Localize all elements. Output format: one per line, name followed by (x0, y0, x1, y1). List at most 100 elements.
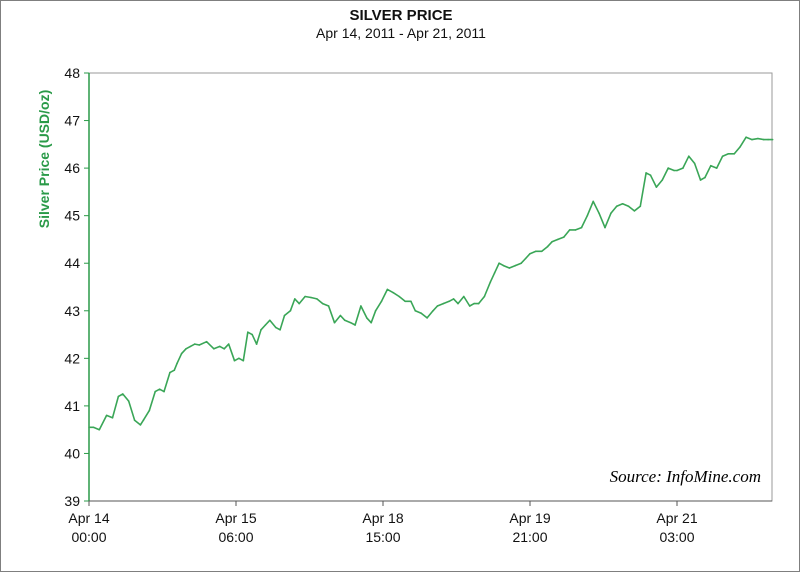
data-point (189, 345, 192, 348)
data-point (457, 302, 459, 305)
data-point (529, 252, 531, 255)
data-point (142, 419, 145, 422)
data-point (463, 295, 465, 298)
data-point (117, 395, 120, 398)
data-point (771, 138, 774, 141)
data-point (380, 300, 383, 303)
data-point (721, 155, 724, 157)
x-tick-label-time: 03:00 (659, 529, 694, 545)
y-tick-label: 46 (64, 160, 80, 176)
data-point (727, 153, 730, 155)
x-tick-label: Apr 14 (68, 510, 109, 526)
data-point (598, 212, 600, 215)
data-point (420, 312, 423, 315)
plot-background (88, 72, 773, 502)
data-point (105, 414, 108, 417)
data-point (279, 329, 281, 331)
data-point (621, 203, 624, 205)
data-point (535, 250, 537, 253)
data-point (339, 314, 342, 317)
data-point (655, 186, 658, 188)
data-point (92, 426, 95, 429)
data-point (242, 359, 245, 362)
data-point (404, 300, 406, 303)
data-point (649, 174, 652, 176)
data-point (251, 333, 253, 336)
data-point (410, 300, 412, 303)
data-point (158, 388, 161, 391)
data-point (98, 428, 101, 431)
data-point (661, 179, 664, 181)
data-point (610, 212, 612, 215)
data-point (757, 137, 759, 140)
data-point (360, 305, 362, 307)
data-point (592, 200, 594, 203)
data-point (205, 340, 208, 343)
data-point (432, 310, 434, 312)
data-point (354, 324, 356, 326)
data-point (198, 344, 201, 346)
data-point (180, 352, 183, 355)
data-point (227, 343, 230, 345)
data-point (498, 262, 500, 265)
data-point (316, 298, 318, 300)
data-point (310, 296, 312, 299)
data-point (148, 409, 151, 412)
data-point (524, 257, 527, 260)
data-point (483, 295, 486, 298)
data-point (733, 153, 736, 155)
source-note: Source: InfoMine.com (610, 467, 761, 486)
data-point (163, 390, 165, 393)
data-point (645, 172, 647, 174)
data-point (767, 138, 769, 141)
data-point (176, 362, 178, 364)
data-point (294, 298, 296, 300)
chart-subtitle: Apr 14, 2011 - Apr 21, 2011 (316, 25, 486, 41)
data-point (169, 371, 171, 374)
data-point (541, 250, 543, 253)
x-tick-label-time: 06:00 (218, 529, 253, 545)
data-point (260, 329, 262, 331)
data-point (563, 236, 565, 238)
data-point (520, 262, 522, 265)
data-point (366, 317, 368, 319)
data-point (223, 348, 225, 350)
data-point (546, 245, 549, 248)
data-point (238, 357, 240, 360)
data-point (233, 359, 236, 362)
data-point (580, 226, 583, 229)
chart-title: SILVER PRICE (349, 7, 452, 24)
data-point (370, 321, 373, 324)
data-point (604, 226, 606, 229)
data-point (688, 155, 690, 157)
data-point (111, 417, 114, 419)
data-point (489, 281, 492, 284)
data-point (739, 145, 741, 148)
data-point (502, 264, 505, 267)
data-point (448, 300, 451, 303)
series-group (88, 136, 774, 431)
data-point (715, 167, 718, 169)
data-point (139, 424, 142, 426)
y-tick-label: 39 (64, 493, 80, 509)
data-point (255, 343, 258, 345)
data-point (333, 321, 336, 324)
data-point (493, 271, 496, 274)
data-point (436, 305, 439, 307)
y-tick-label: 44 (64, 255, 80, 271)
data-point (154, 390, 156, 393)
data-point (568, 229, 571, 231)
data-point (133, 419, 136, 422)
x-tick-label-time: 15:00 (365, 529, 400, 545)
data-point (704, 176, 706, 179)
data-point (386, 288, 389, 291)
data-point (304, 295, 306, 298)
data-point (321, 302, 324, 305)
y-tick-label: 40 (64, 445, 80, 461)
y-tick-label: 42 (64, 350, 80, 366)
x-tick-label: Apr 19 (509, 510, 550, 526)
data-point (586, 214, 589, 217)
data-point (473, 302, 475, 305)
data-point (269, 319, 271, 322)
